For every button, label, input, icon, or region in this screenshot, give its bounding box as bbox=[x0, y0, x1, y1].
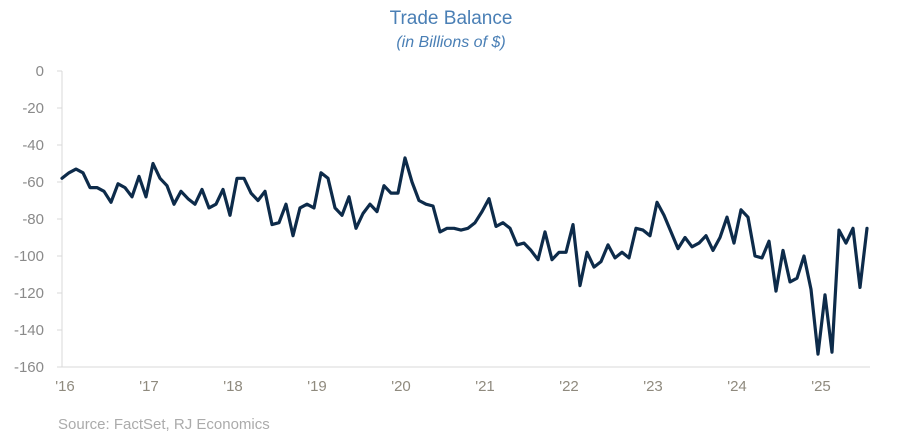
y-tick-label: -160 bbox=[14, 359, 44, 376]
trade-balance-line bbox=[60, 156, 869, 356]
y-tick-label: -60 bbox=[22, 174, 44, 191]
y-tick-label: -100 bbox=[14, 248, 44, 265]
x-tick-label: '23 bbox=[643, 378, 663, 395]
y-tick-label: -120 bbox=[14, 285, 44, 302]
x-tick-label: '20 bbox=[391, 378, 411, 395]
x-tick-label: '25 bbox=[811, 378, 831, 395]
x-tick-label: '19 bbox=[307, 378, 327, 395]
y-tick-label: -140 bbox=[14, 322, 44, 339]
x-tick-label: '21 bbox=[475, 378, 495, 395]
x-tick-label: '17 bbox=[139, 378, 159, 395]
y-tick-label: -80 bbox=[22, 211, 44, 228]
y-tick-label: -20 bbox=[22, 100, 44, 117]
source-note: Source: FactSet, RJ Economics bbox=[58, 416, 270, 433]
chart-title: Trade Balance bbox=[389, 8, 513, 29]
x-tick-label: '18 bbox=[223, 378, 243, 395]
chart-subtitle: (in Billions of $) bbox=[396, 34, 506, 51]
x-tick-label: '24 bbox=[727, 378, 747, 395]
x-tick-label: '16 bbox=[55, 378, 75, 395]
y-tick-label: 0 bbox=[36, 63, 44, 80]
x-tick-label: '22 bbox=[559, 378, 579, 395]
y-tick-label: -40 bbox=[22, 137, 44, 154]
